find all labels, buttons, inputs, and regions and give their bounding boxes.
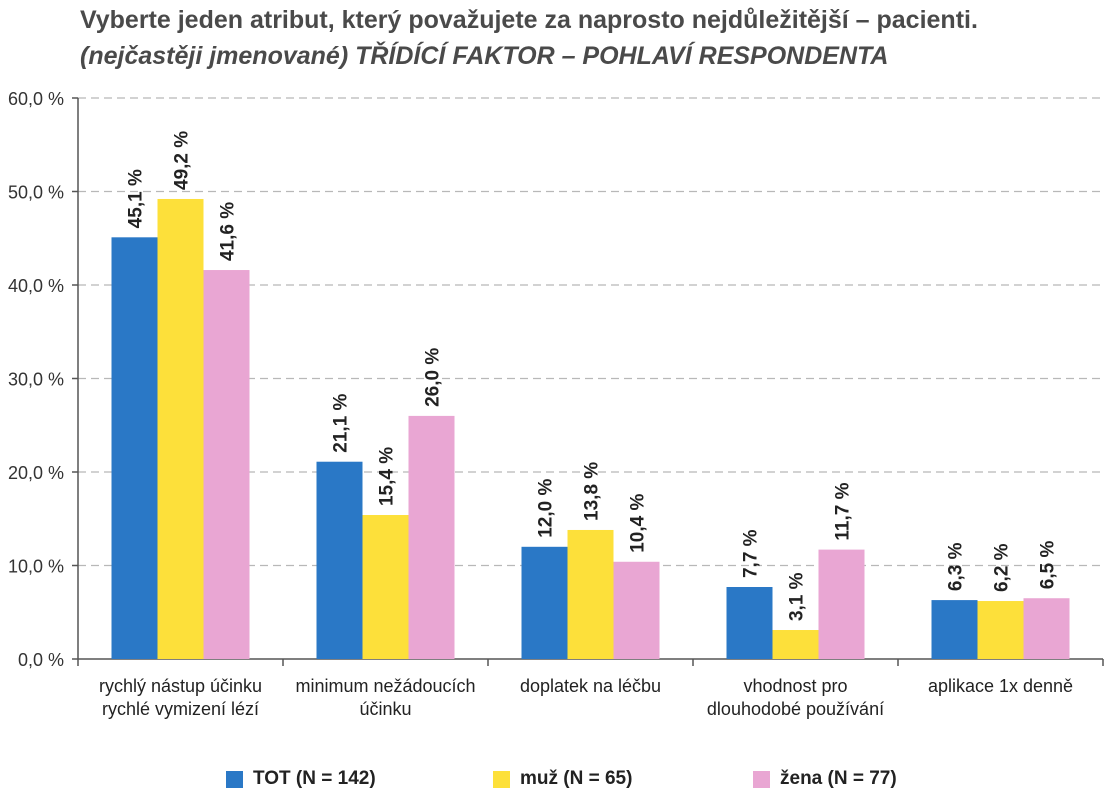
y-tick-label: 0,0 % bbox=[18, 650, 64, 670]
legend-label-tot: TOT (N = 142) bbox=[253, 768, 376, 789]
data-label: 7,7 % bbox=[741, 529, 762, 578]
data-label: 6,5 % bbox=[1038, 541, 1059, 590]
legend-swatch-muz bbox=[493, 770, 510, 788]
data-label: 49,2 % bbox=[172, 131, 193, 190]
data-label: 15,4 % bbox=[377, 447, 398, 506]
bar bbox=[772, 630, 819, 659]
data-label: 41,6 % bbox=[218, 202, 239, 261]
y-tick-label: 40,0 % bbox=[8, 276, 64, 296]
x-tick-label: rychlý nástup účinku bbox=[99, 676, 262, 696]
data-label: 13,8 % bbox=[582, 462, 603, 521]
bar bbox=[521, 546, 568, 659]
x-tick-label: vhodnost pro bbox=[743, 676, 847, 696]
y-tick-label: 50,0 % bbox=[8, 183, 64, 203]
chart-title: Vyberte jeden atribut, který považujete … bbox=[80, 6, 978, 34]
bar bbox=[613, 561, 660, 659]
bar bbox=[1023, 598, 1070, 659]
data-label: 3,1 % bbox=[787, 572, 808, 621]
bar bbox=[111, 237, 158, 659]
y-tick-label: 20,0 % bbox=[8, 463, 64, 483]
bar bbox=[818, 549, 865, 659]
legend-item-zena: žena (N = 77) bbox=[753, 768, 897, 790]
data-label: 6,3 % bbox=[946, 542, 967, 591]
data-label: 45,1 % bbox=[126, 169, 147, 228]
data-label: 10,4 % bbox=[628, 494, 649, 553]
bar bbox=[362, 515, 409, 659]
x-tick-label: doplatek na léčbu bbox=[520, 676, 661, 696]
bar bbox=[726, 587, 773, 659]
bar bbox=[977, 601, 1024, 659]
bar bbox=[931, 600, 978, 659]
bar bbox=[408, 415, 455, 659]
x-tick-label: účinku bbox=[359, 699, 411, 719]
chart-subtitle: (nejčastěji jmenované) TŘÍDÍCÍ FAKTOR – … bbox=[80, 42, 889, 70]
bar bbox=[567, 529, 614, 659]
bar bbox=[316, 461, 363, 659]
x-tick-label: dlouhodobé používání bbox=[707, 699, 884, 719]
data-label: 6,2 % bbox=[992, 543, 1013, 592]
x-tick-label: minimum nežádoucích bbox=[295, 676, 475, 696]
legend-item-tot: TOT (N = 142) bbox=[226, 768, 376, 790]
y-tick-label: 10,0 % bbox=[8, 557, 64, 577]
y-tick-label: 60,0 % bbox=[8, 89, 64, 109]
x-tick-label: aplikace 1x denně bbox=[928, 676, 1073, 696]
x-tick-label: rychlé vymizení lézí bbox=[102, 699, 259, 719]
legend-item-muz: muž (N = 65) bbox=[493, 768, 632, 790]
legend-swatch-tot bbox=[226, 770, 243, 788]
data-label: 26,0 % bbox=[423, 348, 444, 407]
data-label: 21,1 % bbox=[331, 393, 352, 452]
bar bbox=[203, 270, 250, 659]
legend-swatch-zena bbox=[753, 770, 770, 788]
bar bbox=[157, 198, 204, 660]
bar-chart: 0,0 % 10,0 % 20,0 % 30,0 % 40,0 % 50,0 % 60,0 … bbox=[8, 89, 1104, 719]
data-label: 12,0 % bbox=[536, 479, 557, 538]
legend-label-muz: muž (N = 65) bbox=[520, 768, 633, 789]
chart-legend: TOT (N = 142) muž (N = 65) žena (N = 77) bbox=[0, 768, 1114, 798]
legend-label-zena: žena (N = 77) bbox=[780, 768, 897, 789]
data-label: 11,7 % bbox=[833, 482, 854, 540]
y-tick-label: 30,0 % bbox=[8, 370, 64, 390]
